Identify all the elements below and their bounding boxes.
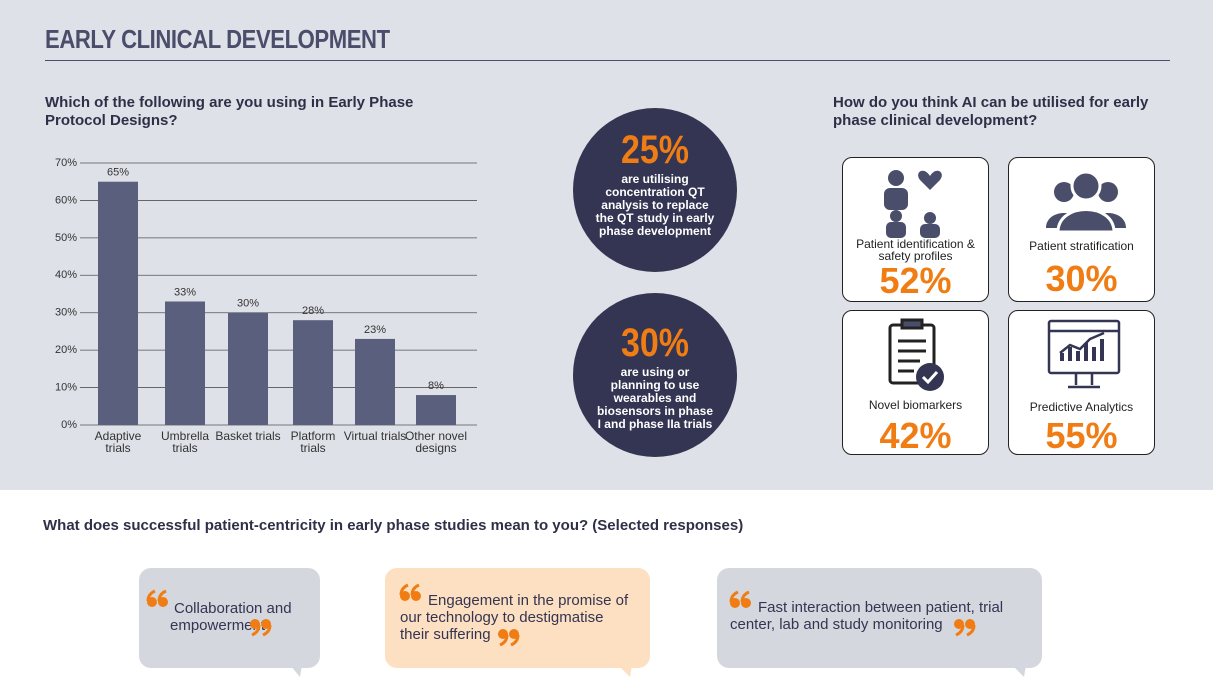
value-label: 33% [174, 286, 196, 298]
card-label: Novel biomarkers [868, 398, 963, 412]
quote-text: Collaboration and empowerment [170, 600, 292, 634]
ai-card: Patient identification & safety profiles… [842, 157, 989, 302]
y-tick-label: 10% [55, 381, 77, 393]
y-tick-label: 50% [55, 232, 77, 244]
y-tick-label: 30% [55, 307, 77, 319]
bar [228, 312, 268, 425]
card-value: 55% [1045, 415, 1118, 456]
stat-text: are utilising concentration QT analysis … [595, 172, 715, 238]
card-label: Predictive Analytics [1029, 400, 1134, 414]
card-value: 30% [1045, 258, 1118, 299]
card-value: 52% [879, 260, 952, 301]
value-label: 65% [107, 167, 129, 179]
y-tick-label: 40% [55, 269, 77, 281]
ai-card: Novel biomarkers 42% [842, 310, 989, 456]
bar [416, 395, 456, 425]
stat-circle: 25% are utilising concentration QT analy… [573, 108, 737, 272]
y-tick-label: 60% [55, 194, 77, 206]
x-tick-label: Platform trials [290, 429, 336, 455]
ai-title: How do you think AI can be utilised for … [833, 94, 1149, 129]
value-label: 8% [428, 380, 444, 392]
x-tick-label: Virtual trials [343, 429, 407, 443]
card-label: Patient identification & safety profiles [856, 237, 975, 263]
x-tick-label: Basket trials [215, 429, 281, 443]
title-rule [45, 60, 1170, 61]
stat-circle: 30% are using or planning to use wearabl… [573, 293, 737, 457]
icon [888, 318, 944, 391]
value-label: 28% [302, 305, 324, 317]
chart-title: Which of the following are you using in … [45, 94, 414, 129]
quote-bubble [717, 568, 1042, 668]
quotes-title: What does successful patient-centricity … [43, 517, 744, 534]
y-tick-label: 70% [55, 157, 77, 169]
x-tick-label: Adaptive trials [94, 429, 142, 455]
value-label: 30% [237, 298, 259, 310]
bar [98, 181, 138, 425]
icon [884, 170, 942, 238]
icon [1047, 319, 1121, 389]
y-tick-label: 20% [55, 344, 77, 356]
ai-card: Patient stratification 30% [1008, 157, 1155, 302]
quote-text: Fast interaction between patient, trial … [730, 599, 1004, 633]
quote-marks [146, 583, 1026, 677]
bar [355, 338, 395, 425]
quote-bubble [139, 568, 320, 668]
stat-value: 30% [620, 321, 690, 365]
quote-text: Engagement in the promise of our technol… [400, 592, 629, 643]
chart: 0% 10% 20% 30% 40% 50% 60% 70% 65% 33% 30% 28% 23% 8% [55, 157, 477, 431]
quote-bubble [385, 568, 650, 668]
stat-value: 25% [620, 128, 690, 172]
card-value: 42% [879, 415, 952, 456]
icon [1046, 170, 1126, 234]
bar [165, 301, 205, 425]
y-tick-label: 0% [61, 419, 77, 431]
stat-text: are using or planning to use wearables a… [596, 365, 714, 431]
value-label: 23% [364, 324, 386, 336]
x-tick-label: Umbrella trials [160, 429, 209, 455]
card-label: Patient stratification [1029, 239, 1134, 253]
x-tick-label: Other novel designs [404, 429, 468, 455]
ai-card: Predictive Analytics 55% [1008, 310, 1155, 456]
bar [293, 320, 333, 425]
page-title: EARLY CLINICAL DEVELOPMENT [45, 24, 390, 54]
